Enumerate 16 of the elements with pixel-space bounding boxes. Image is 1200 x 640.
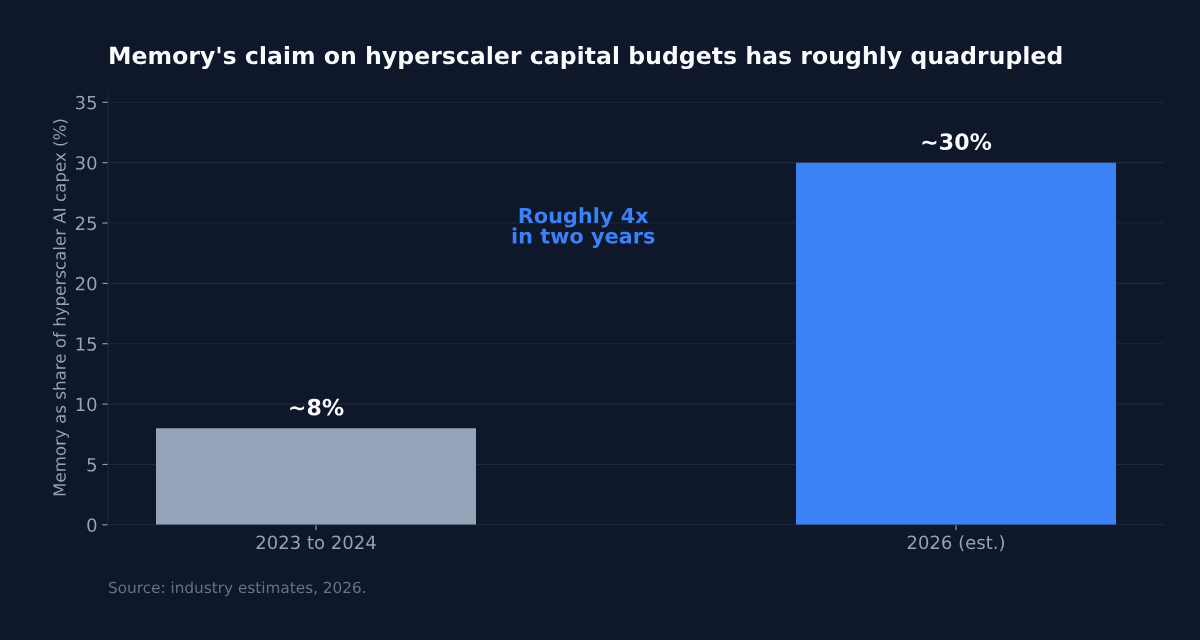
y-tick-label: 20 bbox=[75, 276, 97, 291]
y-axis-title: Memory as share of hyperscaler AI capex (%) bbox=[52, 119, 70, 496]
y-tick-label: 35 bbox=[75, 95, 97, 110]
annotation: Roughly 4x in two years bbox=[512, 207, 655, 248]
y-tick-label: 5 bbox=[87, 458, 97, 472]
y-tick-label: 30 bbox=[75, 156, 97, 170]
y-tick-label: 15 bbox=[76, 337, 97, 351]
x-tick-label: 2023 to 2024 bbox=[256, 535, 376, 550]
data-label: ~8% bbox=[290, 398, 344, 416]
data-label: ~30% bbox=[922, 133, 992, 151]
y-tick-label: 10 bbox=[76, 397, 97, 412]
source-note: Source: industry estimates, 2026. bbox=[109, 581, 365, 597]
y-tick-label: 0 bbox=[87, 518, 97, 532]
y-tick-label: 25 bbox=[75, 216, 97, 231]
x-tick-label: 2026 (est.) bbox=[907, 535, 1004, 552]
chart-title: Memory's claim on hyperscaler capital budgets has roughly quadrupled bbox=[110, 46, 1062, 70]
